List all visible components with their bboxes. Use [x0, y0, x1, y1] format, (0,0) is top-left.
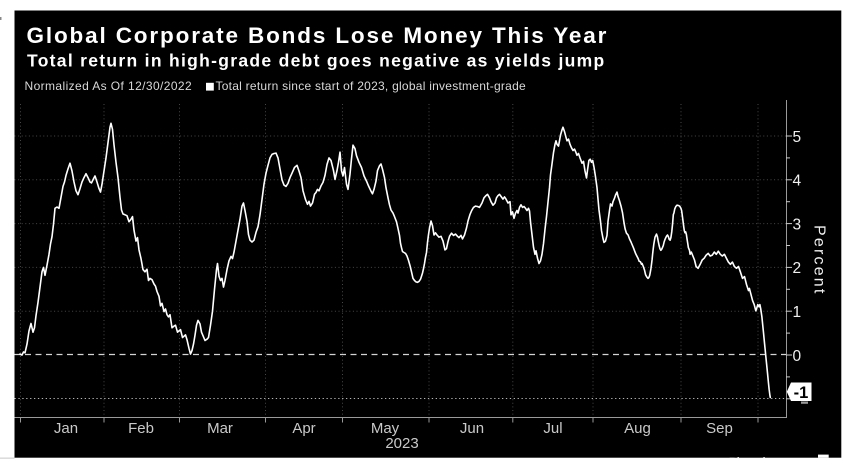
svg-text:Total return since start of 20: Total return since start of 2023, global…	[216, 79, 526, 93]
svg-text:Jun: Jun	[460, 420, 484, 437]
svg-text:Mar: Mar	[207, 420, 233, 437]
svg-text:Apr: Apr	[292, 420, 315, 437]
svg-text:Aug: Aug	[624, 420, 651, 437]
svg-text:2023: 2023	[385, 435, 418, 452]
svg-text:May: May	[371, 420, 400, 437]
svg-text:Global Corporate Bonds Lose Mo: Global Corporate Bonds Lose Money This Y…	[27, 23, 609, 48]
svg-text:Percent: Percent	[811, 225, 828, 296]
svg-text:Jul: Jul	[543, 420, 562, 437]
svg-text:Bloomberg: Bloomberg	[729, 455, 786, 467]
svg-text:Feb: Feb	[128, 420, 154, 437]
svg-text:2: 2	[793, 260, 802, 277]
svg-text:Jan: Jan	[54, 420, 78, 437]
svg-text:Normalized As Of 12/30/2022: Normalized As Of 12/30/2022	[25, 79, 193, 93]
svg-text:3: 3	[793, 216, 802, 233]
svg-text:Total return in high-grade deb: Total return in high-grade debt goes neg…	[27, 51, 605, 71]
svg-text:0: 0	[793, 348, 802, 365]
svg-text:Sep: Sep	[706, 420, 733, 437]
svg-text:4: 4	[793, 173, 802, 190]
svg-text:-1: -1	[794, 384, 809, 402]
svg-text:5: 5	[793, 129, 802, 146]
svg-text:1: 1	[793, 304, 802, 321]
